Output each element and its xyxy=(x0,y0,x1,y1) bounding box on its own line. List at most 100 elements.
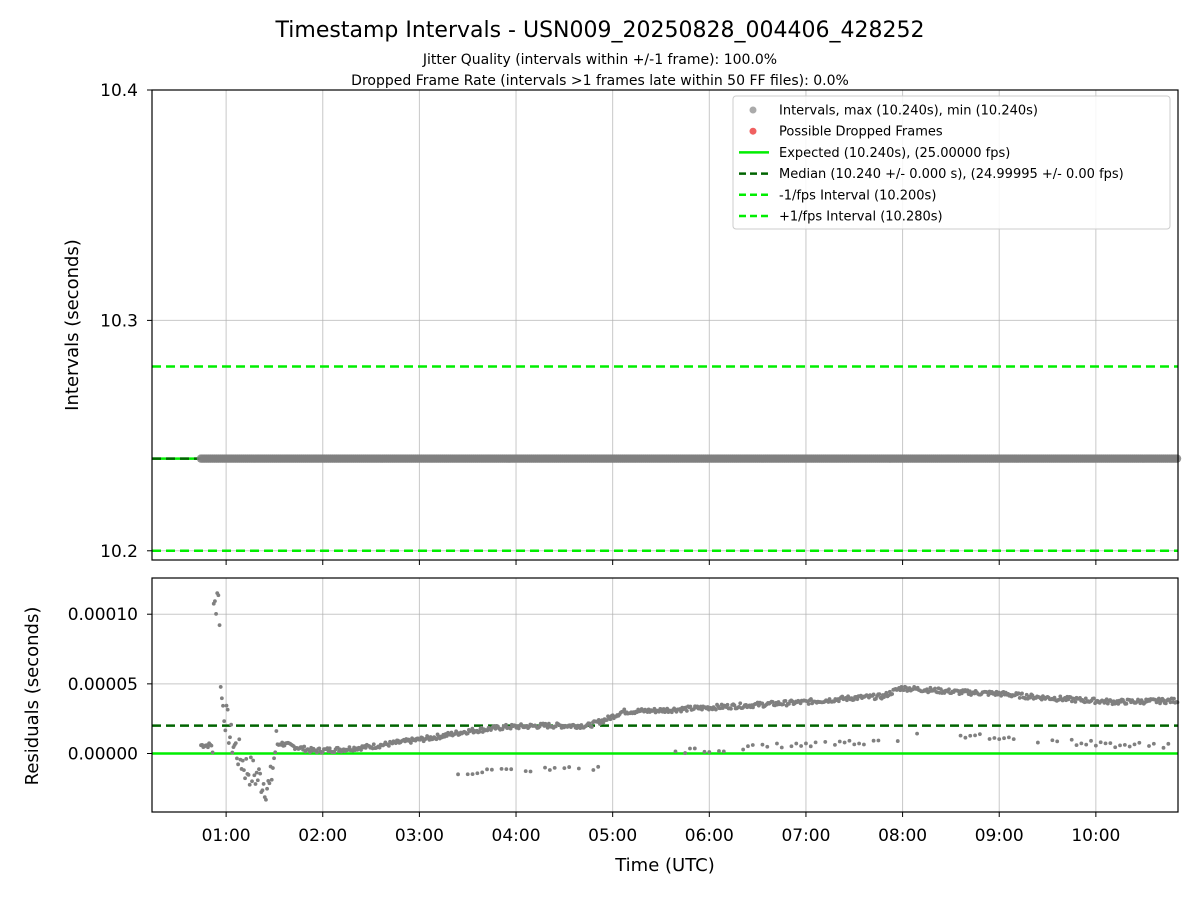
residual-point-347 xyxy=(601,720,606,725)
residual-point-240 xyxy=(477,729,482,734)
residual-point-922 xyxy=(1127,744,1132,749)
residuals-x-tick-label-6: 07:00 xyxy=(781,826,830,846)
residual-point-872 xyxy=(746,744,750,749)
residual-point-855 xyxy=(543,765,547,770)
residual-point-32 xyxy=(236,762,241,767)
residual-point-889 xyxy=(852,742,857,747)
residual-point-884 xyxy=(823,740,828,744)
residuals-x-tick-label-5: 06:00 xyxy=(685,826,734,846)
chart-subtitle-dropped: Dropped Frame Rate (intervals >1 frames … xyxy=(351,73,849,89)
residual-point-111 xyxy=(327,746,332,751)
residual-point-706 xyxy=(1017,696,1022,700)
residual-point-874 xyxy=(760,742,765,747)
residual-point-870 xyxy=(721,749,726,754)
residuals-y-tick-label-1: 0.00005 xyxy=(68,675,138,695)
chart-title: Timestamp Intervals - USN009_20250828_00… xyxy=(275,18,925,43)
residual-point-920 xyxy=(1118,743,1122,748)
legend-label-0: Intervals, max (10.240s), min (10.240s) xyxy=(779,104,1038,119)
residual-point-306 xyxy=(553,724,558,729)
intervals-panel: 10.2 10.3 10.4 Intervals (seconds) Interva… xyxy=(62,81,1182,565)
residual-point-900 xyxy=(977,732,982,737)
residual-point-260 xyxy=(500,727,505,732)
residual-point-850 xyxy=(499,766,504,771)
residual-point-33 xyxy=(237,737,242,742)
residual-point-27 xyxy=(230,750,235,755)
residual-point-863 xyxy=(673,749,678,754)
residual-point-26 xyxy=(229,722,234,727)
residual-point-46 xyxy=(252,773,257,778)
residual-point-43 xyxy=(248,755,253,760)
residual-point-888 xyxy=(847,738,852,743)
residual-point-17 xyxy=(218,685,223,689)
residual-point-154 xyxy=(377,745,382,750)
residual-point-51 xyxy=(258,771,263,776)
intervals-y-tick-label-2: 10.4 xyxy=(100,81,138,101)
residual-point-54 xyxy=(261,782,266,786)
residual-point-365 xyxy=(622,707,627,712)
residual-point-845 xyxy=(470,772,475,777)
residual-point-457 xyxy=(729,706,733,711)
residuals-x-ticks: 01:00 02:00 03:00 04:00 05:00 06:00 07:00 08:00… xyxy=(202,812,1120,846)
residual-point-149 xyxy=(371,742,376,747)
residual-point-16 xyxy=(217,623,222,628)
residual-point-65 xyxy=(274,729,279,733)
residual-point-892 xyxy=(871,738,876,743)
residual-point-839 xyxy=(1172,696,1176,701)
residual-point-848 xyxy=(485,767,489,772)
residual-point-925 xyxy=(1147,744,1151,748)
residual-point-918 xyxy=(1108,741,1113,745)
residual-point-924 xyxy=(1137,740,1142,745)
residuals-plot-frame xyxy=(151,577,1179,813)
residual-point-832 xyxy=(1163,701,1168,706)
residual-point-895 xyxy=(915,731,919,736)
residual-point-70 xyxy=(280,740,285,745)
residual-point-274 xyxy=(516,726,521,731)
chart-subtitle-jitter: Jitter Quality (intervals within +/-1 fr… xyxy=(422,52,777,68)
residual-point-422 xyxy=(688,704,693,709)
residual-point-902 xyxy=(992,736,997,740)
residual-point-57 xyxy=(265,786,269,791)
residual-point-921 xyxy=(1122,742,1127,747)
residual-point-919 xyxy=(1113,745,1118,750)
residual-point-926 xyxy=(1151,741,1156,746)
residual-point-846 xyxy=(475,771,480,776)
residual-point-885 xyxy=(833,742,837,747)
residual-point-38 xyxy=(243,776,247,781)
residual-point-896 xyxy=(958,733,963,738)
residual-point-916 xyxy=(1098,740,1103,745)
residual-point-901 xyxy=(987,737,992,741)
residual-point-915 xyxy=(1093,743,1098,748)
residual-point-444 xyxy=(713,707,718,712)
residual-point-927 xyxy=(1161,745,1166,750)
residual-point-47 xyxy=(253,782,258,786)
residual-point-910 xyxy=(1069,737,1074,742)
intervals-legend: Intervals, max (10.240s), min (10.240s) P… xyxy=(732,95,1171,230)
residual-point-871 xyxy=(741,747,746,752)
residual-point-335 xyxy=(587,721,592,726)
residual-point-629 xyxy=(928,685,933,690)
residual-point-10 xyxy=(210,750,215,755)
residual-point-864 xyxy=(683,751,688,755)
residual-point-41 xyxy=(246,772,251,777)
residual-point-751 xyxy=(1069,699,1074,704)
residual-point-138 xyxy=(359,748,363,752)
residual-point-254 xyxy=(493,726,498,731)
residuals-x-tick-label-2: 03:00 xyxy=(395,826,444,846)
residual-point-30 xyxy=(233,741,238,746)
residual-point-606 xyxy=(901,688,906,692)
residual-point-59 xyxy=(267,781,272,786)
residual-point-873 xyxy=(750,743,755,747)
interval-point-505 xyxy=(1172,454,1182,463)
residual-point-39 xyxy=(244,757,249,761)
residual-point-911 xyxy=(1074,743,1079,748)
residual-point-585 xyxy=(877,692,882,697)
residual-point-923 xyxy=(1132,742,1137,747)
residual-point-22 xyxy=(224,703,229,708)
residual-point-869 xyxy=(717,749,721,753)
residual-point-526 xyxy=(809,697,813,701)
residual-point-44 xyxy=(250,779,254,784)
intervals-y-tick-label-0: 10.2 xyxy=(100,542,138,562)
residual-point-604 xyxy=(899,685,904,689)
residual-point-907 xyxy=(1035,740,1040,745)
